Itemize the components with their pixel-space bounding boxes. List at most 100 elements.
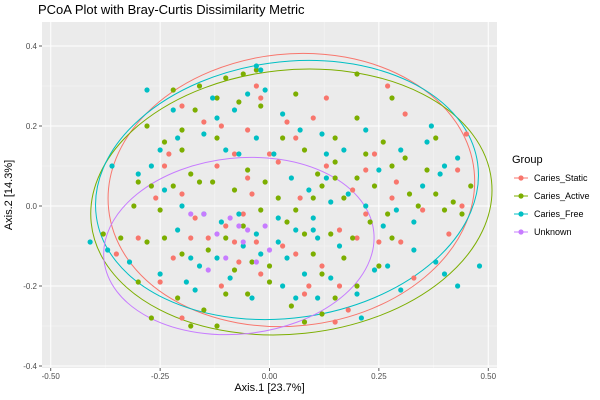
point-caries-static (323, 163, 329, 169)
point-caries-free (196, 263, 203, 269)
point-caries-free (476, 263, 483, 269)
point-caries-active (319, 311, 325, 317)
point-caries-active (441, 207, 448, 213)
point-caries-active (205, 247, 211, 253)
point-caries-active (236, 99, 242, 105)
point-caries-free (223, 147, 229, 153)
point-caries-free (455, 283, 461, 289)
ellipse-caries-static (107, 52, 476, 328)
point-caries-active (135, 179, 141, 185)
point-caries-active (131, 203, 137, 209)
point-caries-free (315, 235, 321, 241)
point-caries-free (253, 231, 259, 237)
point-caries-free (135, 171, 141, 177)
point-caries-static (231, 151, 238, 157)
point-caries-static (275, 159, 281, 165)
point-caries-active (319, 271, 325, 277)
point-caries-static (420, 207, 426, 213)
point-caries-active (118, 235, 124, 241)
point-caries-active (179, 127, 185, 133)
point-caries-static (205, 235, 211, 241)
point-caries-free (271, 151, 277, 157)
point-caries-free (363, 203, 369, 209)
point-caries-static (201, 119, 207, 125)
point-unknown (205, 267, 211, 273)
point-caries-free (218, 219, 224, 225)
point-caries-active (253, 67, 259, 73)
point-caries-free (428, 123, 434, 129)
point-caries-active (161, 139, 168, 145)
point-caries-active (135, 279, 141, 285)
point-caries-static (284, 119, 290, 125)
point-caries-free (354, 291, 360, 297)
point-caries-free (411, 219, 417, 225)
point-caries-free (161, 187, 168, 193)
point-caries-active (332, 175, 338, 181)
point-caries-free (293, 227, 299, 233)
point-caries-active (223, 75, 229, 81)
point-caries-active (310, 251, 316, 257)
point-caries-static (153, 195, 159, 201)
point-caries-free (385, 263, 391, 269)
point-caries-active (231, 267, 238, 273)
point-caries-free (319, 131, 325, 137)
x-axis-title: Axis.1 [23.7%] (234, 382, 304, 394)
point-caries-active (179, 147, 185, 153)
point-caries-active (468, 183, 474, 189)
point-caries-static (293, 135, 299, 141)
point-caries-free (411, 247, 417, 253)
point-caries-free (433, 259, 439, 265)
point-caries-active (367, 219, 373, 225)
point-caries-active (148, 183, 154, 189)
point-caries-active (332, 295, 338, 301)
point-caries-active (240, 71, 246, 77)
x-axis-ticks: -0.50 -0.25 0.00 0.25 0.50 (42, 368, 497, 381)
point-caries-active (170, 183, 176, 189)
point-caries-static (157, 279, 163, 285)
point-caries-static (236, 259, 242, 265)
point-caries-active (192, 107, 198, 113)
point-caries-active (354, 175, 360, 181)
point-caries-active (266, 263, 273, 269)
point-caries-static (393, 179, 399, 185)
data-points (87, 63, 483, 329)
point-caries-active (170, 87, 176, 93)
point-caries-static (161, 163, 168, 169)
point-caries-free (227, 275, 233, 281)
point-caries-free (280, 111, 286, 117)
point-caries-active (433, 191, 439, 197)
point-caries-active (214, 95, 220, 101)
point-caries-active (402, 155, 408, 161)
point-caries-free (253, 135, 259, 141)
point-caries-active (376, 263, 382, 269)
point-caries-static (385, 83, 391, 89)
point-caries-active (341, 255, 347, 261)
legend-label: Unknown (534, 227, 572, 237)
point-caries-free (288, 175, 294, 181)
point-caries-active (328, 231, 334, 237)
point-caries-free (179, 203, 185, 209)
point-caries-active (389, 235, 395, 241)
point-caries-static (179, 103, 185, 109)
x-tick-label: 0.50 (480, 372, 496, 381)
point-caries-free (214, 115, 220, 121)
point-caries-active (148, 315, 154, 321)
point-caries-free (376, 167, 382, 173)
point-unknown (188, 211, 194, 217)
point-caries-active (245, 167, 251, 173)
point-caries-free (170, 107, 176, 113)
point-caries-free (358, 315, 364, 321)
point-caries-free (315, 295, 321, 301)
point-caries-static (389, 195, 395, 201)
point-caries-static (253, 83, 259, 89)
point-caries-static (253, 239, 259, 245)
point-caries-active (231, 187, 238, 193)
point-caries-free (105, 247, 111, 253)
legend-label: Caries_Static (534, 173, 588, 183)
point-caries-free (393, 207, 399, 213)
legend-item-caries-free: Caries_Free (514, 209, 584, 219)
point-caries-static (266, 151, 273, 157)
point-unknown (236, 223, 242, 229)
point-caries-static (446, 231, 452, 237)
